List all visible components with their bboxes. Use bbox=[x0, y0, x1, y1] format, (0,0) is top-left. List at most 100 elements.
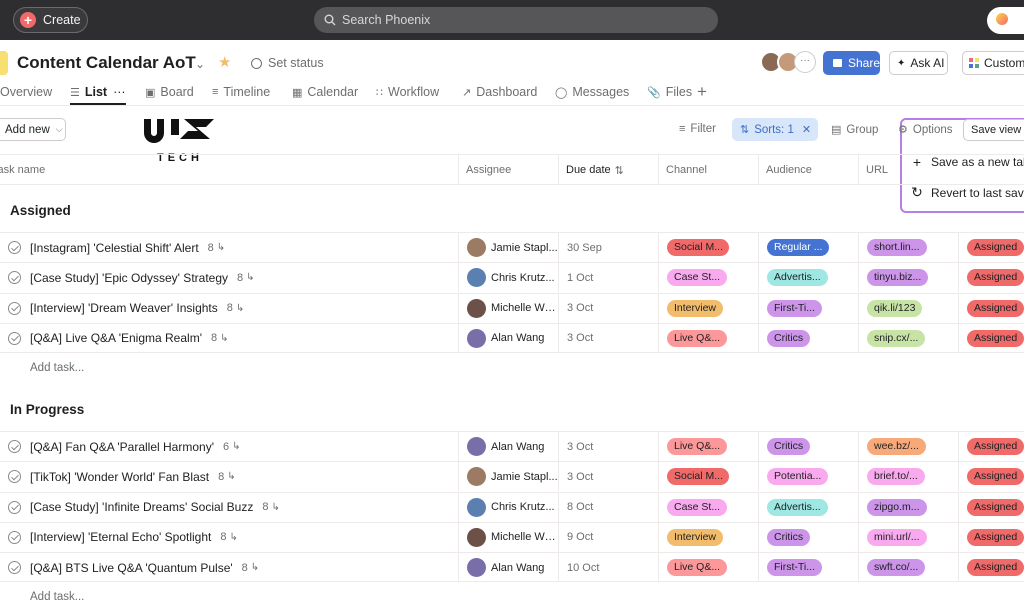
complete-check-icon[interactable] bbox=[8, 470, 21, 484]
status-cell[interactable]: Assigned bbox=[958, 263, 1024, 293]
url-cell[interactable]: qik.li/123 bbox=[858, 293, 958, 323]
options-button[interactable]: ⚙ Options bbox=[898, 123, 953, 137]
assignee-cell[interactable]: Chris Krutz... bbox=[458, 263, 558, 293]
table-row[interactable]: [Interview] 'Dream Weaver' Insights 8 ↳ Mic… bbox=[0, 292, 1024, 323]
close-icon[interactable]: ✕ bbox=[801, 124, 812, 136]
audience-cell[interactable]: First-Ti... bbox=[758, 553, 858, 583]
subtask-count[interactable]: 8 ↳ bbox=[208, 242, 226, 254]
upgrade-pill[interactable] bbox=[987, 7, 1024, 34]
share-button[interactable]: Share bbox=[823, 51, 880, 75]
status-cell[interactable]: Assigned bbox=[958, 233, 1024, 262]
save-as-new-tab-item[interactable]: + Save as a new tab bbox=[911, 154, 1024, 170]
audience-cell[interactable]: First-Ti... bbox=[758, 293, 858, 323]
task-name[interactable]: [Q&A] Fan Q&A 'Parallel Harmony' bbox=[30, 439, 214, 454]
assignee-cell[interactable]: Chris Krutz... bbox=[458, 492, 558, 522]
add-task-button[interactable]: Add task... bbox=[30, 591, 85, 603]
table-row[interactable]: [Case Study] 'Infinite Dreams' Social Bu… bbox=[0, 491, 1024, 522]
add-task-button[interactable]: Add task... bbox=[30, 362, 85, 374]
channel-cell[interactable]: Interview bbox=[658, 293, 758, 323]
task-name-cell[interactable]: [TikTok] 'Wonder World' Fan Blast 8 ↳ bbox=[0, 462, 458, 491]
section-title-in-progress[interactable]: In Progress bbox=[10, 402, 85, 417]
column-header-audience[interactable]: Audience bbox=[758, 155, 858, 185]
table-row[interactable]: [Instagram] 'Celestial Shift' Alert 8 ↳ Jam… bbox=[0, 232, 1024, 262]
complete-check-icon[interactable] bbox=[8, 301, 21, 315]
task-name-cell[interactable]: [Q&A] Live Q&A 'Enigma Realm' 8 ↳ bbox=[0, 324, 458, 353]
tab-timeline[interactable]: ≡ Timeline bbox=[212, 85, 270, 99]
channel-cell[interactable]: Live Q&... bbox=[658, 553, 758, 583]
section-title-assigned[interactable]: Assigned bbox=[10, 203, 71, 218]
task-name-cell[interactable]: [Case Study] 'Infinite Dreams' Social Bu… bbox=[0, 493, 458, 522]
status-cell[interactable]: Assigned bbox=[958, 293, 1024, 323]
due-date-cell[interactable]: 1 Oct bbox=[558, 263, 658, 293]
audience-cell[interactable]: Critics bbox=[758, 522, 858, 552]
complete-check-icon[interactable] bbox=[8, 271, 21, 285]
status-cell[interactable]: Assigned bbox=[958, 553, 1024, 583]
tab-overview[interactable]: Overview bbox=[0, 85, 52, 99]
tab-board[interactable]: ▣ Board bbox=[145, 85, 194, 99]
table-row[interactable]: [Interview] 'Eternal Echo' Spotlight 8 ↳ Mi… bbox=[0, 521, 1024, 552]
channel-cell[interactable]: Case St... bbox=[658, 492, 758, 522]
due-date-cell[interactable]: 3 Oct bbox=[558, 432, 658, 461]
tab-messages[interactable]: ◯ Messages bbox=[555, 85, 629, 99]
column-header-channel[interactable]: Channel bbox=[658, 155, 758, 185]
task-name-cell[interactable]: [Instagram] 'Celestial Shift' Alert 8 ↳ bbox=[0, 233, 458, 262]
due-date-cell[interactable]: 9 Oct bbox=[558, 522, 658, 552]
subtask-count[interactable]: 6 ↳ bbox=[223, 441, 241, 453]
url-cell[interactable]: tinyu.biz... bbox=[858, 263, 958, 293]
task-name-cell[interactable]: [Interview] 'Eternal Echo' Spotlight 8 ↳ bbox=[0, 523, 458, 552]
due-date-cell[interactable]: 3 Oct bbox=[558, 293, 658, 323]
save-view-button[interactable]: Save view bbox=[963, 119, 1024, 141]
audience-cell[interactable]: Advertis... bbox=[758, 492, 858, 522]
customize-button[interactable]: Customiz bbox=[962, 51, 1024, 75]
task-name-cell[interactable]: [Q&A] Fan Q&A 'Parallel Harmony' 6 ↳ bbox=[0, 432, 458, 461]
status-cell[interactable]: Assigned bbox=[958, 462, 1024, 492]
assignee-cell[interactable]: Alan Wang bbox=[458, 553, 558, 583]
tab-calendar[interactable]: ▦ Calendar bbox=[292, 85, 358, 99]
tab-dashboard[interactable]: ↗ Dashboard bbox=[462, 85, 537, 99]
subtask-count[interactable]: 8 ↳ bbox=[211, 332, 229, 344]
audience-cell[interactable]: Potentia... bbox=[758, 462, 858, 492]
subtask-count[interactable]: 8 ↳ bbox=[227, 302, 245, 314]
status-cell[interactable]: Assigned bbox=[958, 522, 1024, 552]
audience-cell[interactable]: Critics bbox=[758, 323, 858, 353]
task-name[interactable]: [Q&A] BTS Live Q&A 'Quantum Pulse' bbox=[30, 560, 233, 575]
url-cell[interactable]: snip.cx/... bbox=[858, 323, 958, 353]
task-name[interactable]: [Q&A] Live Q&A 'Enigma Realm' bbox=[30, 331, 202, 346]
member-avatars[interactable]: ··· bbox=[760, 51, 820, 75]
url-cell[interactable]: short.lin... bbox=[858, 233, 958, 262]
chevron-down-icon[interactable]: ⌄ bbox=[195, 57, 206, 71]
complete-check-icon[interactable] bbox=[8, 530, 21, 544]
url-cell[interactable]: swft.co/... bbox=[858, 553, 958, 583]
channel-cell[interactable]: Case St... bbox=[658, 263, 758, 293]
assignee-cell[interactable]: Jamie Stapl... bbox=[458, 233, 558, 262]
add-new-button[interactable]: Add new ⌵ bbox=[0, 118, 66, 141]
complete-check-icon[interactable] bbox=[8, 500, 21, 514]
assignee-cell[interactable]: Michelle We... bbox=[458, 293, 558, 323]
task-name[interactable]: [TikTok] 'Wonder World' Fan Blast bbox=[30, 469, 210, 484]
url-cell[interactable]: zipgo.m... bbox=[858, 492, 958, 522]
subtask-count[interactable]: 8 ↳ bbox=[220, 531, 238, 543]
star-icon[interactable]: ★ bbox=[218, 54, 232, 71]
subtask-count[interactable]: 8 ↳ bbox=[218, 471, 236, 483]
complete-check-icon[interactable] bbox=[8, 241, 21, 254]
task-name-cell[interactable]: [Q&A] BTS Live Q&A 'Quantum Pulse' 8 ↳ bbox=[0, 553, 458, 582]
channel-cell[interactable]: Social M... bbox=[658, 233, 758, 262]
assignee-cell[interactable]: Alan Wang bbox=[458, 432, 558, 461]
table-row[interactable]: [Q&A] Fan Q&A 'Parallel Harmony' 6 ↳ Alan W… bbox=[0, 431, 1024, 461]
column-header-url[interactable]: URL bbox=[858, 155, 900, 185]
audience-cell[interactable]: Regular ... bbox=[758, 233, 858, 262]
task-name-cell[interactable]: [Case Study] 'Epic Odyssey' Strategy 8 ↳ bbox=[0, 263, 458, 292]
assignee-cell[interactable]: Michelle We... bbox=[458, 522, 558, 552]
channel-cell[interactable]: Interview bbox=[658, 522, 758, 552]
subtask-count[interactable]: 8 ↳ bbox=[242, 562, 260, 574]
channel-cell[interactable]: Live Q&... bbox=[658, 323, 758, 353]
assignee-cell[interactable]: Jamie Stapl... bbox=[458, 462, 558, 492]
complete-check-icon[interactable] bbox=[8, 561, 21, 575]
due-date-cell[interactable]: 10 Oct bbox=[558, 553, 658, 583]
revert-item[interactable]: ↻ Revert to last save bbox=[911, 184, 1024, 201]
url-cell[interactable]: brief.to/... bbox=[858, 462, 958, 492]
tab-files[interactable]: 📎 Files bbox=[647, 85, 692, 99]
task-name[interactable]: [Case Study] 'Infinite Dreams' Social Bu… bbox=[30, 500, 254, 515]
set-status-button[interactable]: Set status bbox=[251, 56, 324, 70]
audience-cell[interactable]: Critics bbox=[758, 432, 858, 461]
